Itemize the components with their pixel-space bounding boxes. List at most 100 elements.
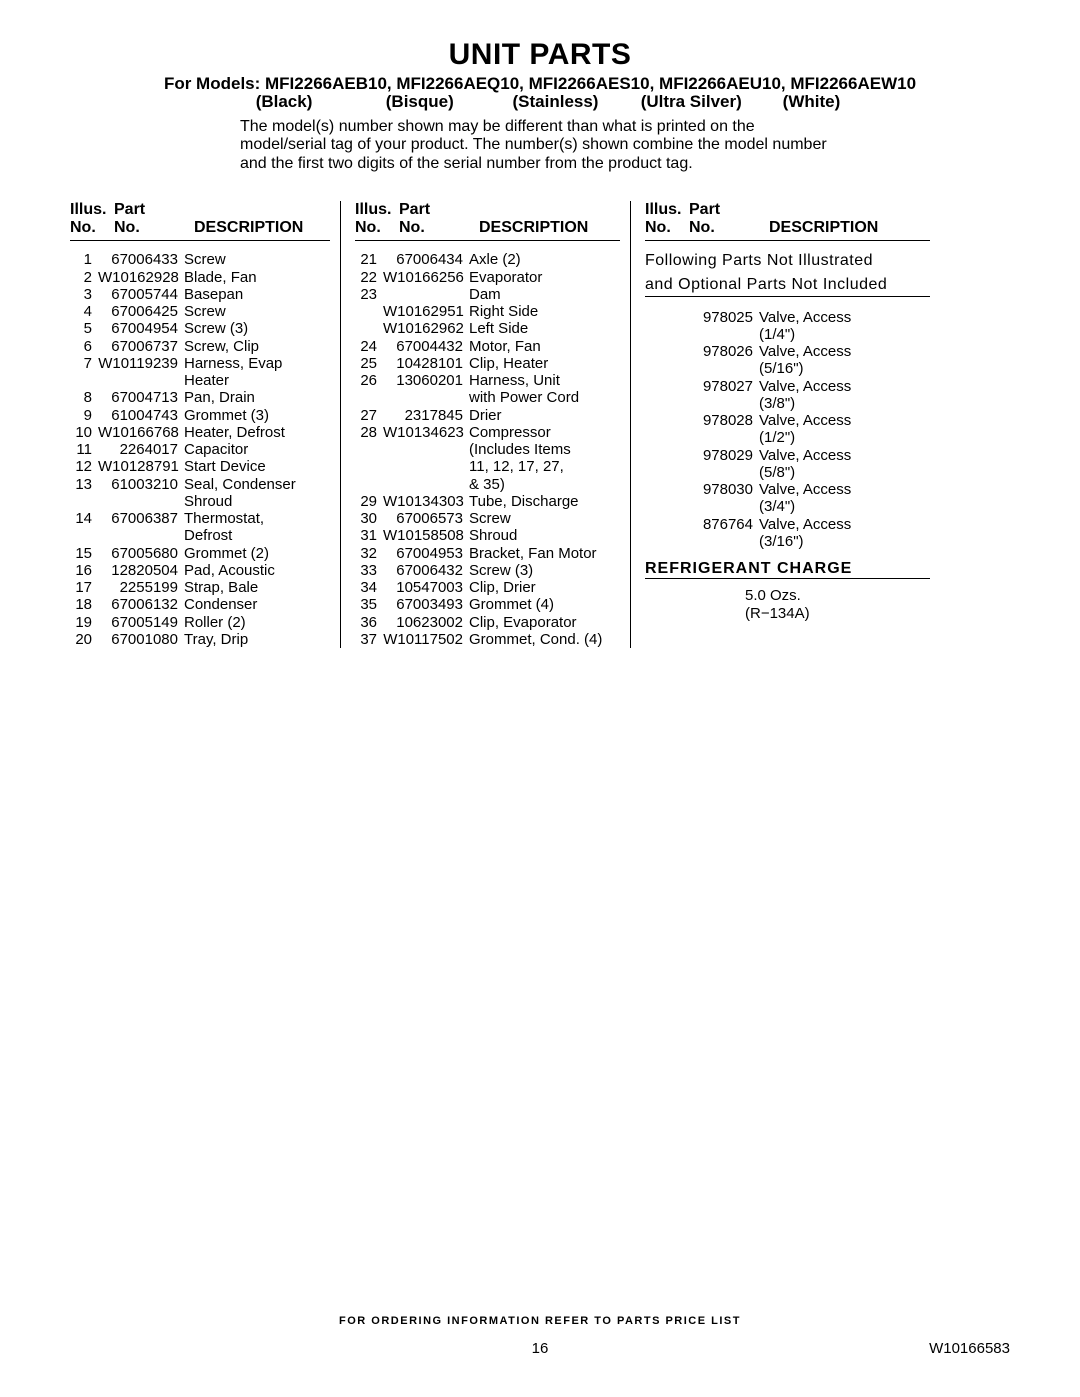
part-description: Drier bbox=[469, 407, 620, 424]
illus-no: 30 bbox=[355, 510, 383, 527]
part-no: W10119239 bbox=[98, 355, 184, 372]
part-no bbox=[383, 286, 469, 303]
part-no bbox=[383, 441, 469, 458]
part-description: (Includes Items bbox=[469, 441, 620, 458]
part-no bbox=[383, 476, 469, 493]
part-no: 67003493 bbox=[383, 596, 469, 613]
header-underline bbox=[355, 240, 620, 241]
refrigerant-underline bbox=[645, 578, 930, 579]
header-illus-no: No. bbox=[645, 219, 689, 237]
header-desc: DESCRIPTION bbox=[769, 219, 878, 237]
illus-no bbox=[645, 412, 673, 429]
part-description: (3/8") bbox=[759, 395, 930, 412]
part-description: Evaporator bbox=[469, 269, 620, 286]
part-row: 2613060201Harness, Unit bbox=[355, 372, 620, 389]
models-prefix: For Models: bbox=[164, 74, 265, 93]
part-no: 978030 bbox=[673, 481, 759, 498]
part-row: 1567005680Grommet (2) bbox=[70, 545, 330, 562]
part-no bbox=[98, 372, 184, 389]
header-illus: Illus. bbox=[355, 201, 399, 219]
part-no bbox=[673, 498, 759, 515]
part-no: 67004954 bbox=[98, 320, 184, 337]
color-ultra-silver: (Ultra Silver) bbox=[626, 92, 757, 112]
header-illus-no: No. bbox=[70, 219, 114, 237]
header-part-no: No. bbox=[114, 219, 194, 237]
part-row: 1612820504Pad, Acoustic bbox=[70, 562, 330, 579]
part-row: (5/16") bbox=[645, 360, 930, 377]
header-illus: Illus. bbox=[645, 201, 689, 219]
part-no: W10166768 bbox=[98, 424, 184, 441]
part-row: 12W10128791Start Device bbox=[70, 458, 330, 475]
part-no bbox=[673, 326, 759, 343]
part-description: Axle (2) bbox=[469, 251, 620, 268]
part-no: 10428101 bbox=[383, 355, 469, 372]
part-row: 978027Valve, Access bbox=[645, 378, 930, 395]
part-row: (5/8") bbox=[645, 464, 930, 481]
part-no: 10547003 bbox=[383, 579, 469, 596]
part-description: Grommet (3) bbox=[184, 407, 330, 424]
part-no bbox=[673, 395, 759, 412]
models-line: For Models: MFI2266AEB10, MFI2266AEQ10, … bbox=[70, 74, 1010, 94]
illus-no: 32 bbox=[355, 545, 383, 562]
part-no: 61004743 bbox=[98, 407, 184, 424]
part-description: Valve, Access bbox=[759, 481, 930, 498]
header-illus-no: No. bbox=[355, 219, 399, 237]
illus-no: 12 bbox=[70, 458, 98, 475]
part-row: 667006737Screw, Clip bbox=[70, 338, 330, 355]
part-row: Shroud bbox=[70, 493, 330, 510]
part-no: 67005744 bbox=[98, 286, 184, 303]
part-no: 2264017 bbox=[98, 441, 184, 458]
part-no: 67006387 bbox=[98, 510, 184, 527]
part-no: 978026 bbox=[673, 343, 759, 360]
column-header: Illus. No. Part No. DESCRIPTION bbox=[645, 201, 930, 240]
part-description: Motor, Fan bbox=[469, 338, 620, 355]
illus-no: 34 bbox=[355, 579, 383, 596]
part-no: W10134303 bbox=[383, 493, 469, 510]
column-1-body: 167006433Screw2W10162928Blade, Fan367005… bbox=[70, 251, 330, 648]
part-row: 367005744Basepan bbox=[70, 286, 330, 303]
part-row: 3067006573Screw bbox=[355, 510, 620, 527]
part-row: & 35) bbox=[355, 476, 620, 493]
illus-no bbox=[645, 516, 673, 533]
illus-no bbox=[70, 372, 98, 389]
part-description: Right Side bbox=[469, 303, 620, 320]
model-note: The model(s) number shown may be differe… bbox=[240, 118, 840, 173]
part-no: 67004953 bbox=[383, 545, 469, 562]
not-illustrated-line1: Following Parts Not Illustrated bbox=[645, 251, 930, 270]
illus-no: 18 bbox=[70, 596, 98, 613]
illus-no bbox=[645, 481, 673, 498]
part-description: Roller (2) bbox=[184, 614, 330, 631]
illus-no bbox=[645, 429, 673, 446]
column-2-body: 2167006434Axle (2)22W10166256Evaporator2… bbox=[355, 251, 620, 648]
illus-no: 4 bbox=[70, 303, 98, 320]
part-row: 1967005149Roller (2) bbox=[70, 614, 330, 631]
part-description: Dam bbox=[469, 286, 620, 303]
part-no: 67004713 bbox=[98, 389, 184, 406]
part-description: Capacitor bbox=[184, 441, 330, 458]
part-description: Heater bbox=[184, 372, 330, 389]
models-list: MFI2266AEB10, MFI2266AEQ10, MFI2266AES10… bbox=[265, 74, 916, 93]
illus-no bbox=[645, 498, 673, 515]
part-no bbox=[673, 533, 759, 550]
part-no: 978025 bbox=[673, 309, 759, 326]
part-row: W10162951Right Side bbox=[355, 303, 620, 320]
refrigerant-charge: 5.0 Ozs. (R−134A) bbox=[745, 587, 930, 623]
part-no: 67006573 bbox=[383, 510, 469, 527]
illus-no: 35 bbox=[355, 596, 383, 613]
illus-no: 1 bbox=[70, 251, 98, 268]
illus-no: 6 bbox=[70, 338, 98, 355]
part-description: Grommet (4) bbox=[469, 596, 620, 613]
part-row: 3567003493Grommet (4) bbox=[355, 596, 620, 613]
part-row: (3/8") bbox=[645, 395, 930, 412]
illus-no bbox=[645, 533, 673, 550]
part-description: Start Device bbox=[184, 458, 330, 475]
part-no: 13060201 bbox=[383, 372, 469, 389]
part-row: 1361003210Seal, Condenser bbox=[70, 476, 330, 493]
illus-no bbox=[70, 527, 98, 544]
part-description: Clip, Drier bbox=[469, 579, 620, 596]
part-description: Clip, Heater bbox=[469, 355, 620, 372]
part-no: 67006433 bbox=[98, 251, 184, 268]
part-row: 272317845Drier bbox=[355, 407, 620, 424]
illus-no bbox=[645, 360, 673, 377]
part-row: 28W10134623Compressor bbox=[355, 424, 620, 441]
